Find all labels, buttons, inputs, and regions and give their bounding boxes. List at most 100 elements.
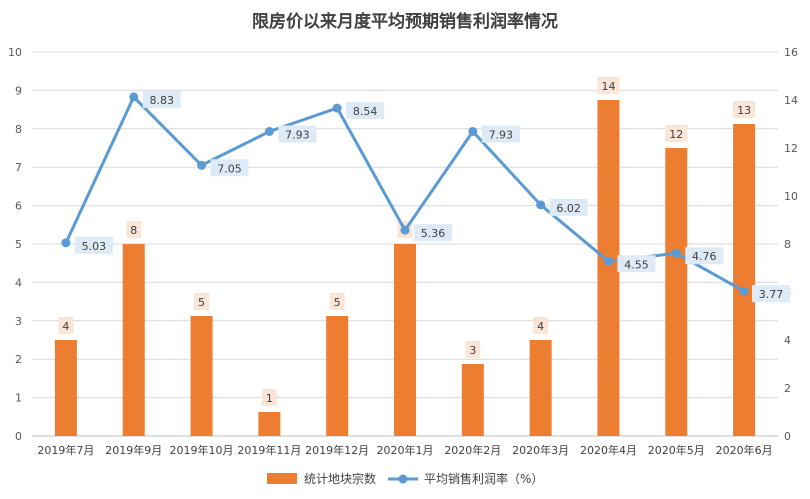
line-point (400, 225, 410, 235)
x-tick-label: 2019年7月 (37, 443, 94, 457)
line-point (197, 160, 207, 170)
line-data-label-bg (346, 102, 385, 120)
bar-data-label-bg (126, 221, 142, 238)
bar-data-label: 5 (334, 296, 341, 309)
line-data-label: 5.03 (82, 240, 107, 253)
bar (258, 412, 281, 436)
right-y-tick-label: 10 (784, 190, 798, 203)
line-point (671, 248, 681, 258)
line-data-label-bg (210, 159, 249, 177)
right-y-axis: 0246810121416 (784, 46, 798, 443)
bar-data-label: 13 (737, 104, 751, 117)
line-data-label: 6.02 (556, 202, 581, 215)
bar (461, 364, 484, 436)
right-y-tick-label: 14 (784, 94, 798, 107)
left-y-tick-label: 7 (15, 161, 22, 174)
left-y-tick-label: 0 (15, 430, 22, 443)
right-y-tick-label: 2 (784, 382, 791, 395)
left-y-tick-label: 8 (15, 123, 22, 136)
left-y-tick-label: 3 (15, 315, 22, 328)
line-data-label: 5.36 (421, 227, 446, 240)
x-tick-label: 2020年3月 (512, 443, 569, 457)
bar-data-label: 3 (469, 344, 476, 357)
x-tick-label: 2020年2月 (444, 443, 501, 457)
right-y-tick-label: 12 (784, 142, 798, 155)
line-data-label-bg (278, 125, 317, 143)
right-y-tick-label: 8 (784, 238, 791, 251)
line-data-label-bg (685, 247, 724, 265)
left-y-tick-label: 5 (15, 238, 22, 251)
chart-title: 限房价以来月度平均预期销售利润率情况 (252, 11, 558, 32)
bar (665, 148, 688, 436)
bar-data-label: 4 (62, 320, 69, 333)
line-point (264, 126, 274, 136)
line-point (129, 92, 139, 102)
line-data-label: 4.76 (692, 250, 717, 263)
x-axis: 2019年7月 2019年9月 2019年10月 2019年11月 2019年12月 20… (37, 443, 772, 457)
x-tick-label: 2020年5月 (648, 443, 705, 457)
line-data-label: 7.93 (489, 128, 514, 141)
line-point (536, 200, 546, 210)
bar-data-label-bg (329, 293, 345, 310)
bar (54, 340, 77, 436)
bar-data-label-bg (261, 389, 277, 406)
bar-data-label-bg (465, 341, 481, 358)
x-tick-label: 2020年1月 (377, 443, 434, 457)
right-y-tick-label: 4 (784, 334, 791, 347)
left-y-tick-label: 6 (15, 200, 22, 213)
bar (529, 340, 552, 436)
left-y-tick-label: 2 (15, 353, 22, 366)
bar-data-label-bg (58, 317, 74, 334)
bar-data-label: 4 (537, 320, 544, 333)
left-y-axis: 0 1 2 3 4 5 6 7 8 9 10 (8, 46, 22, 443)
bar-data-label-bg (665, 125, 688, 142)
line-data-label-bg (752, 285, 790, 303)
line-point (739, 286, 749, 296)
line-data-label-bg (481, 125, 520, 143)
bar-data-label: 8 (130, 224, 137, 237)
line-data-label: 4.55 (624, 258, 649, 271)
legend: 统计地块宗数 平均销售利润率（%） (267, 471, 543, 486)
left-y-tick-label: 10 (8, 46, 22, 59)
bar (394, 244, 416, 436)
line-data-label: 8.83 (149, 94, 174, 107)
line-data-label-bg (414, 224, 452, 242)
line-data-label: 3.77 (759, 288, 784, 301)
x-tick-label: 2019年12月 (305, 443, 369, 457)
bar (597, 100, 620, 436)
bar (190, 316, 213, 436)
line-data-label: 8.54 (353, 105, 378, 118)
bar-data-label-bg (533, 317, 549, 334)
line-data-label-bg (142, 90, 181, 108)
bar-data-label: 5 (198, 296, 205, 309)
line-point (61, 238, 71, 248)
line-data-label: 7.05 (217, 162, 242, 175)
x-tick-label: 2019年11月 (237, 443, 301, 457)
bar-data-label-bg (733, 101, 756, 118)
left-y-tick-label: 9 (15, 84, 22, 97)
line-data-label-bg (549, 198, 588, 216)
bar (733, 124, 756, 436)
x-tick-label: 2019年10月 (170, 443, 234, 457)
right-y-tick-label: 16 (784, 46, 798, 59)
legend-line-label: 平均销售利润率（%） (424, 471, 543, 486)
bar (326, 316, 349, 436)
line-point (332, 103, 342, 113)
bar-series: 48515834141213 (54, 77, 756, 436)
bar-data-label: 1 (266, 392, 273, 405)
left-y-tick-label: 1 (15, 392, 22, 405)
bar (122, 244, 145, 436)
right-y-tick-label: 0 (784, 430, 791, 443)
legend-bar-label: 统计地块宗数 (304, 471, 376, 486)
line-data-label-bg (617, 255, 656, 273)
bar-data-label-bg (597, 77, 620, 94)
legend-bar-swatch (267, 473, 297, 484)
bar-data-label-bg (194, 293, 210, 310)
line-point (468, 126, 478, 136)
line-data-label-bg (74, 236, 113, 254)
line-point (603, 256, 613, 266)
line-series: 5.03 8.83 7.05 7.93 8.54 5.36 7.93 6.02 4.55 4.76… (61, 90, 790, 303)
bar-data-label: 14 (601, 80, 615, 93)
legend-line-marker (398, 474, 408, 484)
